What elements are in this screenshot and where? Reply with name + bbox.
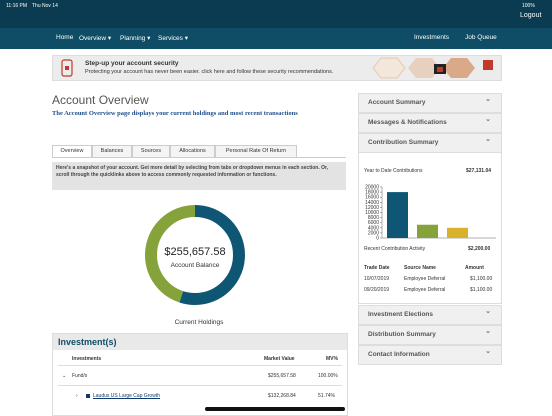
expander[interactable]: › [76,393,78,399]
intro-box: Here's a snapshot of your account. Get m… [52,162,346,190]
y-tick-label: 0 [376,236,379,242]
sidebar-section[interactable]: Account Summary [358,93,502,113]
recent-value: $2,200.00 [468,246,491,252]
row-rule [58,365,342,366]
logout[interactable]: Logout [520,12,541,19]
cell: Employee Deferral [404,276,446,282]
cell: 100.00% [318,373,338,379]
fund-swatch [86,394,90,398]
phone-icon [61,59,73,77]
column-header: MV% [326,356,338,362]
y-tick-label: 8000 [368,215,379,221]
cell: 10/07/2019 [364,276,390,282]
nav-link[interactable]: Planning [120,34,150,42]
sidebar-section[interactable]: Contribution Summary [358,133,502,153]
investments-header [53,334,347,350]
contribution-chart: 0200040006000800010000120001400016000180… [365,185,496,242]
tab[interactable]: Balances [92,145,132,157]
fund-link[interactable]: Laudus US Large Cap Growth [93,393,160,399]
status-time: 11:16 PM [6,3,28,9]
cell: $1,100.00 [470,276,493,282]
tab[interactable]: Overview [52,145,92,157]
sidebar-section[interactable]: Contact Information [358,345,502,365]
row-rule [58,385,342,386]
status-battery: 100% [522,3,535,9]
tab[interactable]: Allocations [170,145,215,157]
y-tick-label: 4000 [368,225,379,231]
column-header: Market Value [264,356,295,362]
cell: 51.74% [318,393,335,399]
donut-segment [145,205,245,305]
section-title[interactable]: Account Summary [368,99,426,106]
banner-text: Protecting your account has never been e… [85,69,334,75]
balance-label: Account Balance [170,262,220,269]
section-title[interactable]: Investment Elections [368,311,434,318]
recent-label: Recent Contribution Activity [364,246,426,252]
column-header: Amount [465,265,484,271]
column-header: Source Name [404,265,436,271]
banner-title: Step-up your account security [85,60,179,67]
investments-title: Investment(s) [58,337,117,347]
sidebar-section[interactable]: Investment Elections [358,305,502,325]
top-bar [0,0,552,28]
bar [447,227,468,238]
cell: $132,268.84 [268,393,296,399]
nav-link[interactable]: Job Queue [465,34,497,41]
page-subtitle: The Account Overview page displays your … [52,110,298,117]
banner-art [372,57,493,79]
tab-rule [52,157,346,158]
balance-value: $255,657.58 [164,246,226,258]
section-title[interactable]: Messages & Notifications [368,119,447,126]
section-title[interactable]: Contribution Summary [368,139,439,146]
y-tick-label: 14000 [365,200,379,206]
tab[interactable]: Personal Rate Of Return [215,145,297,157]
cell: $255,657.58 [268,373,296,379]
column-header: Investments [72,356,102,362]
bar [387,192,408,238]
y-tick-label: 18000 [365,190,379,196]
home-indicator [205,407,345,411]
y-tick-label: 16000 [365,195,379,201]
y-tick-label: 12000 [365,205,379,211]
cell: 09/20/2019 [364,287,390,293]
section-title[interactable]: Distribution Summary [368,331,436,338]
y-tick-label: 10000 [365,210,379,216]
contribution-body [358,153,502,304]
column-header: Trade Date [364,265,390,271]
nav-link[interactable]: Investments [414,34,450,41]
tab[interactable]: Sources [132,145,170,157]
cell: Employee Deferral [404,287,446,293]
cell: $1,100.00 [470,287,493,293]
section-title[interactable]: Contact Information [368,351,430,358]
sidebar-section[interactable]: Distribution Summary [358,325,502,345]
y-tick-label: 2000 [368,230,379,236]
ytd-label: Year to Date Contributions [364,168,423,174]
nav-link[interactable]: Home [56,34,74,41]
security-banner[interactable]: Step-up your account security Protecting… [52,55,502,81]
cell: Fund/s [72,373,88,379]
sidebar-section[interactable]: Messages & Notifications [358,113,502,133]
holdings-caption: Current Holdings [174,319,224,326]
expander[interactable]: ⌄ [62,373,67,379]
bar [417,224,438,238]
logout-label[interactable]: Logout [520,12,542,19]
status-date: Thu Nov 14 [32,3,58,9]
balance-donut [145,205,245,305]
page-title: Account Overview [52,93,149,107]
nav-link[interactable]: Overview [79,34,111,42]
ytd-value: $27,131.04 [466,168,492,174]
nav-link[interactable]: Services [158,34,188,42]
y-tick-label: 6000 [368,220,379,226]
y-tick-label: 20000 [365,185,379,191]
